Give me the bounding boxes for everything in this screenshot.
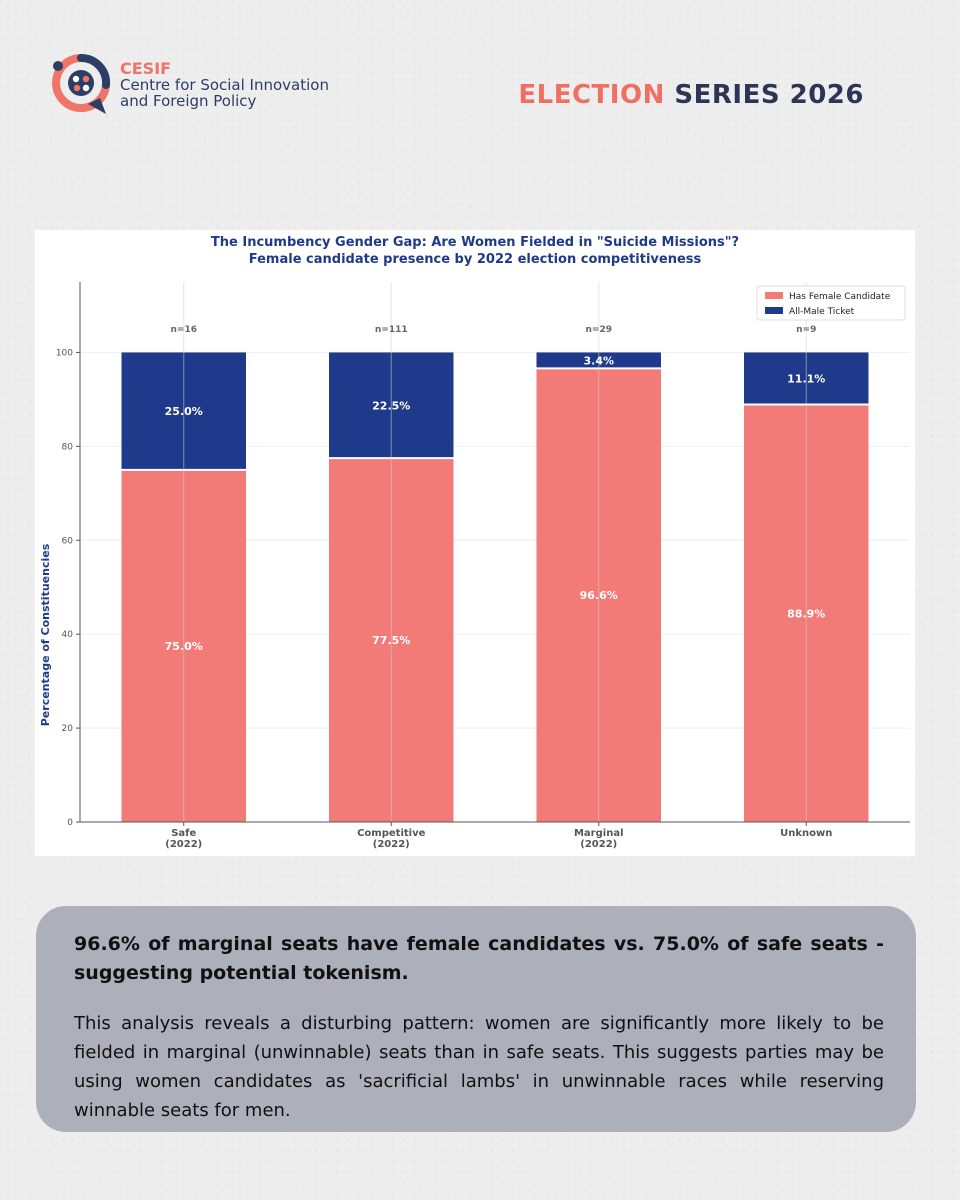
y-tick-label: 80 xyxy=(62,442,74,452)
org-name-line-1: Centre for Social Innovation xyxy=(120,76,329,94)
chart-card: The Incumbency Gender Gap: Are Women Fie… xyxy=(35,230,915,856)
page-header: CESIF Centre for Social Innovation and F… xyxy=(0,0,960,140)
x-tick-label: Competitive xyxy=(357,828,426,839)
series-title-rest: SERIES 2026 xyxy=(674,80,864,110)
series-title-accent: ELECTION xyxy=(518,80,665,110)
label-layer: 75.0% 25.0% n=16 77.5% 22.5% n=111 96.6% 3.4% n=… xyxy=(165,282,825,822)
y-tick-label: 100 xyxy=(56,348,73,358)
value-label-has-female-candidate: 88.9% xyxy=(787,607,825,620)
value-label-has-female-candidate: 96.6% xyxy=(580,589,618,602)
org-name-line-2: and Foreign Policy xyxy=(120,92,257,110)
org-short-name: CESIF xyxy=(120,59,172,78)
y-axis-label: Percentage of Constituencies xyxy=(39,543,52,726)
legend-label: All-Male Ticket xyxy=(789,307,855,317)
legend-swatch xyxy=(765,292,783,299)
value-label-all-male-ticket: 3.4% xyxy=(583,354,614,367)
legend-box xyxy=(756,285,906,321)
x-tick-label: (2022) xyxy=(373,839,410,850)
cesif-logo-icon xyxy=(52,53,111,114)
y-tick-label: 0 xyxy=(67,818,73,828)
y-tick-label: 40 xyxy=(62,630,74,640)
value-label-all-male-ticket: 11.1% xyxy=(787,372,825,385)
y-tick-label: 20 xyxy=(62,724,74,734)
value-label-has-female-candidate: 75.0% xyxy=(165,640,203,653)
n-label: n=111 xyxy=(375,325,408,335)
chart-title: The Incumbency Gender Gap: Are Women Fie… xyxy=(211,235,739,250)
chart-legend: Has Female Candidate All-Male Ticket xyxy=(756,285,906,321)
x-tick-label: (2022) xyxy=(165,839,202,850)
chart-subtitle: Female candidate presence by 2022 electi… xyxy=(249,252,702,267)
n-label: n=16 xyxy=(171,325,197,335)
insight-callout: 96.6% of marginal seats have female cand… xyxy=(36,906,916,1132)
value-label-all-male-ticket: 25.0% xyxy=(165,405,203,418)
brand-block: CESIF Centre for Social Innovation and F… xyxy=(120,60,329,109)
stacked-bar-chart: The Incumbency Gender Gap: Are Women Fie… xyxy=(39,235,910,850)
value-label-has-female-candidate: 77.5% xyxy=(372,634,410,647)
callout-headline: 96.6% of marginal seats have female cand… xyxy=(74,933,884,984)
y-tick-label: 60 xyxy=(62,536,74,546)
x-tick-label: Marginal xyxy=(574,828,624,839)
bar-layer xyxy=(121,352,869,822)
x-tick-label: Safe xyxy=(171,828,196,839)
value-label-all-male-ticket: 22.5% xyxy=(372,399,410,412)
callout-body: This analysis reveals a disturbing patte… xyxy=(74,1013,884,1121)
x-tick-label: Unknown xyxy=(780,828,832,839)
n-label: n=29 xyxy=(586,325,612,335)
axis-layer: 020406080100Safe(2022)Competitive(2022)M… xyxy=(56,282,910,850)
legend-swatch xyxy=(765,307,783,314)
series-title: ELECTION SERIES 2026 xyxy=(518,80,864,110)
n-label: n=9 xyxy=(796,325,816,335)
legend-label: Has Female Candidate xyxy=(789,292,891,302)
x-tick-label: (2022) xyxy=(580,839,617,850)
